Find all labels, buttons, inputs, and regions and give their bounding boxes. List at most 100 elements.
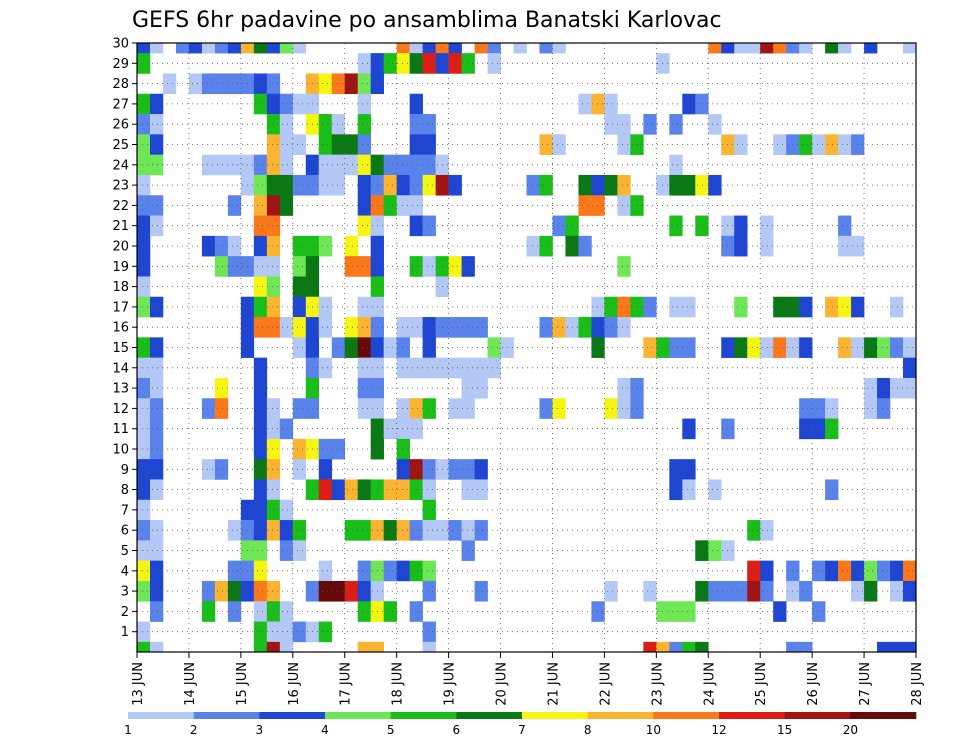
heatmap-cell [773, 43, 787, 54]
heatmap-cell [253, 73, 268, 95]
y-tick-label: 24 [112, 158, 129, 173]
heatmap-cell [253, 580, 268, 602]
heatmap-cell [734, 235, 748, 257]
heatmap-cell [253, 296, 268, 318]
heatmap-cell [864, 337, 878, 358]
x-tick-label: 19 JUN [443, 662, 458, 706]
heatmap-cell [838, 560, 852, 582]
heatmap-cell [137, 337, 151, 358]
y-tick-label: 13 [112, 382, 129, 397]
heatmap-cell [825, 418, 839, 440]
heatmap-cell [214, 398, 229, 419]
heatmap-cell [604, 296, 618, 318]
heatmap-cell [864, 560, 878, 582]
heatmap-cell [292, 256, 307, 277]
x-axis: 13 JUN 14 JUN 15 JUN 16 JUN 17 JUN 18 JUN 19 J… [131, 652, 925, 706]
heatmap-cell [409, 215, 423, 237]
heatmap-cell [825, 398, 839, 419]
heatmap-cell [137, 296, 151, 318]
heatmap-cell [708, 580, 722, 602]
heatmap-cell [669, 337, 683, 358]
heatmap-cell [266, 621, 281, 643]
heatmap-cell [137, 154, 151, 176]
y-tick-label: 6 [121, 524, 129, 539]
heatmap-cell [890, 377, 904, 399]
heatmap-cell [461, 256, 475, 277]
heatmap-cell [669, 154, 683, 176]
heatmap-cell [539, 43, 553, 54]
heatmap-cell [331, 479, 346, 501]
heatmap-cell [279, 520, 294, 541]
heatmap-cell [214, 43, 229, 54]
heatmap-cell [201, 43, 216, 54]
heatmap-cell [643, 580, 657, 602]
heatmap-cell [253, 438, 268, 460]
heatmap-cell [318, 560, 333, 582]
heatmap-cell [137, 580, 151, 602]
heatmap-cell [201, 154, 216, 176]
heatmap-cell [266, 256, 281, 277]
heatmap-cell [266, 317, 281, 338]
heatmap-cell [604, 114, 618, 135]
heatmap-cell [890, 337, 904, 358]
heatmap-cell [149, 337, 164, 358]
heatmap-cell [474, 357, 488, 379]
heatmap-cell [149, 601, 164, 622]
heatmap-cell [799, 134, 813, 155]
heatmap-cell [812, 601, 826, 622]
heatmap-cell [643, 337, 657, 358]
heatmap-cell [448, 43, 462, 54]
heatmap-cell [409, 154, 423, 176]
heatmap-cell [734, 296, 748, 318]
heatmap-cell [409, 357, 423, 379]
heatmap-cell [331, 114, 346, 135]
heatmap-cell [539, 398, 553, 419]
heatmap-cell [760, 235, 774, 257]
heatmap-cell [890, 296, 904, 318]
heatmap-cell [253, 377, 268, 399]
heatmap-cell [396, 418, 410, 440]
colorbar-label: 20 [843, 723, 858, 737]
heatmap-cell [409, 43, 423, 54]
heatmap-cell [357, 337, 371, 358]
heatmap-cell [396, 560, 410, 582]
heatmap-cell [422, 53, 436, 74]
heatmap-cell [253, 215, 268, 237]
heatmap-cell [357, 398, 371, 419]
heatmap-cell [149, 154, 164, 176]
heatmap-cell [760, 520, 774, 541]
heatmap-cell [422, 357, 436, 379]
heatmap-cell [448, 520, 462, 541]
heatmap-cell [604, 317, 618, 338]
heatmap-cell [253, 195, 268, 216]
heatmap-cell [227, 580, 242, 602]
heatmap-cell [799, 296, 813, 318]
heatmap-cell [708, 174, 722, 196]
colorbar-swatch [325, 712, 391, 719]
heatmap-cell [422, 560, 436, 582]
y-tick-label: 28 [112, 77, 129, 92]
heatmap-cell [137, 93, 151, 115]
heatmap-cell [682, 418, 696, 440]
heatmap-cell [604, 398, 618, 419]
heatmap-cell [669, 641, 683, 653]
heatmap-cell [357, 479, 371, 501]
heatmap-cell [409, 134, 423, 155]
heatmap-cell [747, 337, 761, 358]
heatmap-cell [149, 357, 164, 379]
heatmap-cell [266, 174, 281, 196]
heatmap-cell [448, 357, 462, 379]
heatmap-cell [201, 398, 216, 419]
heatmap-cell [266, 580, 281, 602]
heatmap-cell [617, 174, 631, 196]
heatmap-cell [578, 317, 592, 338]
heatmap-cell [396, 398, 410, 419]
heatmap-cell [734, 43, 748, 54]
heatmap-cell [760, 215, 774, 237]
heatmap-cell [396, 43, 410, 54]
heatmap-cell [760, 580, 774, 602]
heatmap-cell [149, 459, 164, 480]
heatmap-cell [214, 235, 229, 257]
heatmap-cell [552, 398, 566, 419]
heatmap-cell [487, 53, 501, 74]
